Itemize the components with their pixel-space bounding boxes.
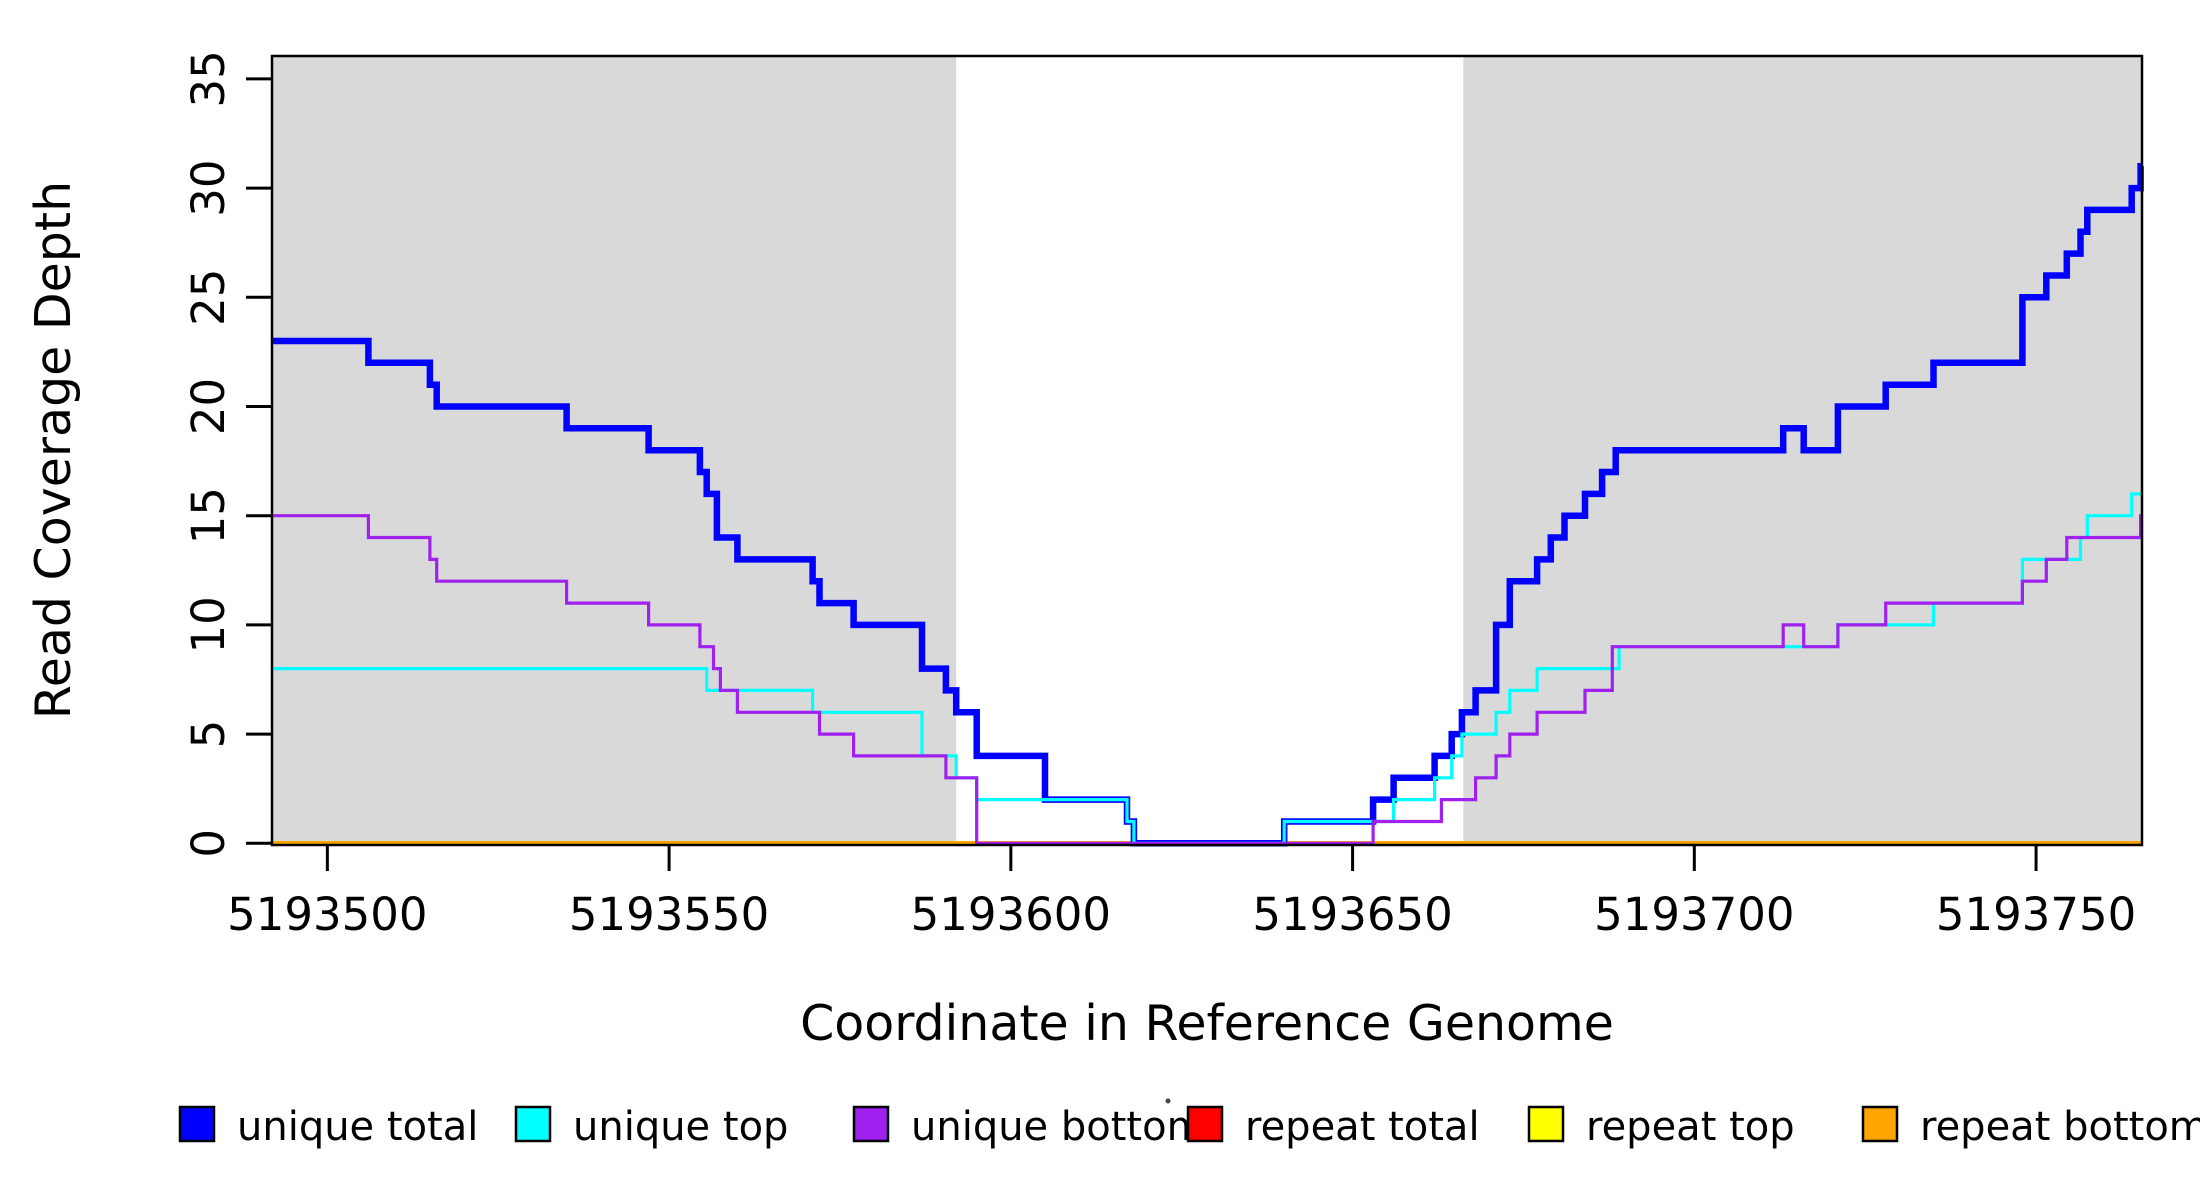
y-tick-label-25: 25 bbox=[182, 269, 235, 326]
series-line-unique-bottom bbox=[272, 514, 2143, 845]
y-tick-label-0: 0 bbox=[182, 829, 235, 858]
legend-label-repeat-total: repeat total bbox=[1245, 1104, 1480, 1150]
series-line-unique-total bbox=[272, 163, 2144, 847]
y-tick-label-30: 30 bbox=[182, 159, 235, 216]
x-tick-label-5193500: 5193500 bbox=[227, 888, 427, 941]
legend-swatch-unique-top bbox=[514, 1105, 552, 1143]
legend-label-unique-top: unique top bbox=[573, 1104, 788, 1150]
y-tick-label-15: 15 bbox=[182, 487, 235, 544]
legend-swatch-repeat-total bbox=[1186, 1105, 1224, 1143]
legend: unique total unique top unique bottom repea… bbox=[178, 1104, 2200, 1150]
legend-swatch-repeat-top bbox=[1527, 1105, 1565, 1143]
legend-swatch-unique-total bbox=[178, 1105, 216, 1143]
series-lines bbox=[272, 163, 2144, 847]
x-tick-label-5193750: 5193750 bbox=[1936, 888, 2136, 941]
legend-swatch-unique-bottom bbox=[852, 1105, 890, 1143]
y-tick-label-10: 10 bbox=[182, 596, 235, 653]
x-tick-label-5193650: 5193650 bbox=[1252, 888, 1452, 941]
x-axis-ticks: 5193500 5193550 5193600 5193650 5193700 51937… bbox=[227, 845, 2136, 941]
stray-dot-mark bbox=[1165, 1098, 1171, 1104]
legend-label-unique-total: unique total bbox=[237, 1104, 478, 1150]
x-tick-label-5193550: 5193550 bbox=[569, 888, 769, 941]
x-tick-label-5193600: 5193600 bbox=[911, 888, 1111, 941]
y-tick-label-5: 5 bbox=[182, 720, 235, 749]
legend-label-repeat-bottom: repeat bottom bbox=[1920, 1104, 2200, 1150]
x-axis-title: Coordinate in Reference Genome bbox=[800, 995, 1614, 1052]
plot-border bbox=[270, 54, 2144, 847]
y-axis-ticks: 0 5 10 15 20 25 30 35 bbox=[182, 50, 272, 858]
y-tick-label-20: 20 bbox=[182, 378, 235, 435]
shaded-bands bbox=[272, 56, 2142, 845]
legend-label-repeat-top: repeat top bbox=[1586, 1104, 1795, 1150]
legend-swatch-repeat-bottom bbox=[1861, 1105, 1899, 1143]
left-gray-band bbox=[272, 56, 957, 845]
y-tick-label-35: 35 bbox=[182, 50, 235, 107]
x-tick-label-5193700: 5193700 bbox=[1594, 888, 1794, 941]
y-axis-title: Read Coverage Depth bbox=[25, 181, 82, 719]
legend-label-unique-bottom: unique bottom bbox=[911, 1104, 1206, 1150]
